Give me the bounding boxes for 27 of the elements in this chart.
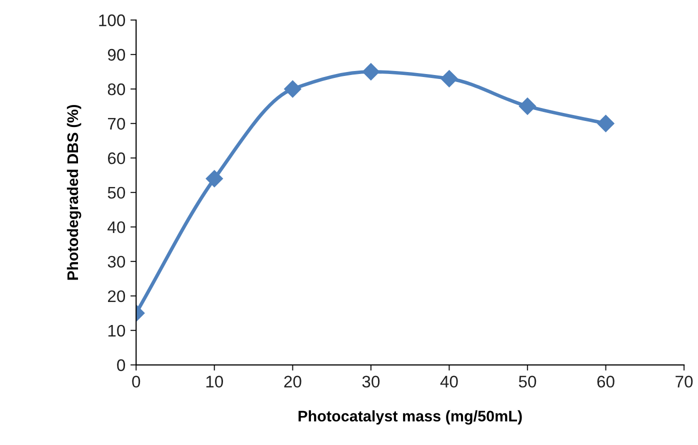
y-tick-label: 90 — [108, 48, 126, 61]
x-tick-label: 40 — [440, 376, 458, 388]
y-tick-label: 30 — [108, 256, 126, 268]
x-tick-label: 70 — [676, 376, 693, 388]
point — [597, 114, 614, 132]
x-tick-label: 50 — [518, 376, 536, 388]
point — [362, 63, 380, 80]
point — [206, 170, 223, 188]
y-tick-label: 50 — [108, 186, 126, 199]
y-tick-label: 10 — [108, 324, 126, 337]
y-tick-label: 80 — [108, 83, 126, 96]
y-tick-label: 20 — [108, 290, 126, 302]
y-axis-title: Photodegraded DBS (%) — [66, 104, 82, 280]
point — [440, 70, 458, 88]
point — [284, 80, 302, 98]
y-tick-label: 100 — [99, 14, 126, 26]
y-tick-label: 70 — [108, 118, 126, 130]
point — [518, 98, 536, 115]
x-tick-label: 10 — [206, 376, 224, 388]
y-tick-label: 60 — [108, 152, 126, 164]
x-tick-label: 20 — [284, 376, 302, 388]
y-tick-label: 40 — [108, 221, 126, 234]
x-tick-label: 60 — [597, 376, 614, 388]
x-tick-label: 0 — [132, 376, 140, 388]
x-tick-label: 30 — [362, 376, 380, 388]
y-tick-label: 0 — [117, 359, 126, 372]
x-axis-title: Photocatalyst mass (mg/50mL) — [298, 410, 522, 425]
